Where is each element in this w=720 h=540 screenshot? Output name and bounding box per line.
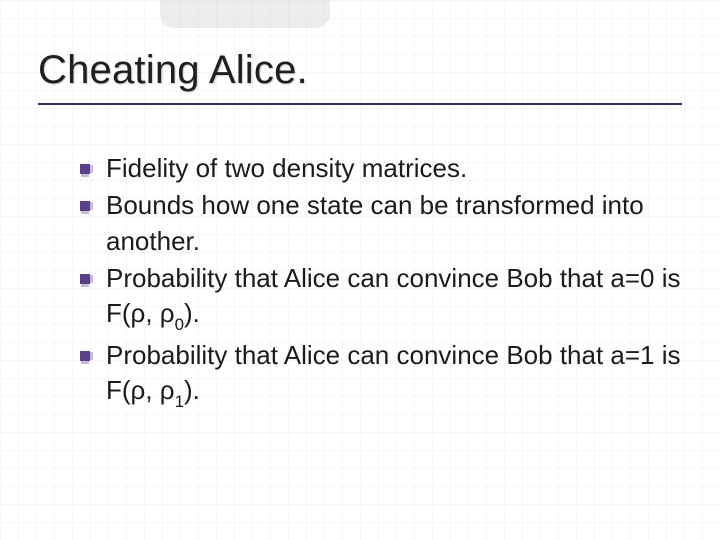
subscript: 1 xyxy=(175,392,184,411)
bullet-tail: ). xyxy=(184,375,200,405)
slide-content: Cheating Alice. Fidelity of two density … xyxy=(0,0,720,412)
bullet-item: Fidelity of two density matrices. xyxy=(80,151,682,186)
bullet-item: Probability that Alice can convince Bob … xyxy=(80,338,682,413)
bullet-text: Bounds how one state can be transformed … xyxy=(106,190,644,255)
bullet-item: Bounds how one state can be transformed … xyxy=(80,188,682,259)
bullet-text: Fidelity of two density matrices. xyxy=(106,153,467,183)
subscript: 0 xyxy=(175,315,184,334)
bullet-tail: ). xyxy=(184,298,200,328)
bullet-list: Fidelity of two density matrices. Bounds… xyxy=(38,151,682,412)
slide-title: Cheating Alice. xyxy=(38,48,682,105)
bullet-item: Probability that Alice can convince Bob … xyxy=(80,261,682,336)
